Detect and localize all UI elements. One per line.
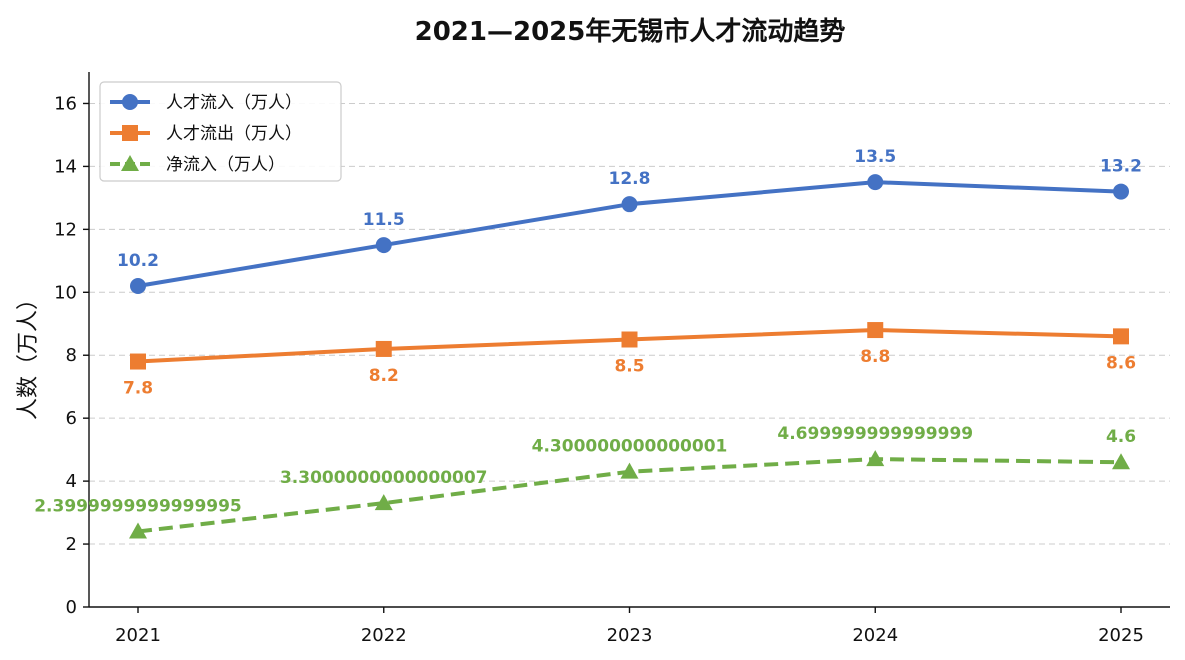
data-label: 4.6 — [1106, 427, 1136, 447]
legend-marker — [122, 125, 138, 141]
data-point — [867, 322, 884, 339]
legend-marker — [121, 155, 139, 171]
series-layer: 10.2 11.5 12.8 13.5 13.2 7.8 8.2 8.5 8.8 8.6 2.399… — [34, 147, 1142, 539]
y-tick-label: 6 — [66, 408, 77, 429]
data-point — [620, 462, 639, 479]
data-point — [1112, 453, 1130, 470]
data-label: 12.8 — [609, 169, 651, 189]
legend-item: 人才流出（万人） — [110, 124, 302, 144]
data-label: 8.5 — [614, 357, 644, 377]
y-tick-label: 8 — [66, 345, 77, 366]
legend: 人才流入（万人） 人才流出（万人） 净流入（万人） — [99, 81, 342, 182]
data-point — [374, 494, 393, 511]
data-point — [375, 340, 392, 357]
legend-label: 人才流入（万人） — [166, 93, 302, 113]
data-label: 7.8 — [123, 379, 153, 399]
data-label: 3.3000000000000007 — [280, 468, 488, 488]
data-label: 13.5 — [854, 147, 896, 167]
data-label: 11.5 — [363, 210, 405, 230]
x-tick-label: 2025 — [1098, 625, 1144, 646]
data-label: 10.2 — [117, 251, 159, 271]
data-point — [130, 353, 146, 370]
data-label: 2.3999999999999995 — [34, 496, 242, 516]
x-tick-label: 2021 — [115, 625, 161, 646]
legend-label: 人才流出（万人） — [166, 124, 302, 144]
y-tick-label: 16 — [54, 93, 77, 114]
chart-title: 2021—2025年无锡市人才流动趋势 — [415, 16, 846, 47]
data-point — [621, 196, 638, 213]
x-tick-label: 2024 — [852, 625, 898, 646]
axes-layer: 0 2 4 6 8 10 12 14 16 2021 2022 2023 2024 2025 — [54, 72, 1170, 646]
data-point — [866, 450, 885, 467]
y-tick-label: 2 — [66, 534, 77, 555]
y-tick-label: 12 — [54, 219, 77, 240]
data-point — [1113, 328, 1129, 345]
series-2: 7.8 8.2 8.5 8.8 8.6 — [123, 322, 1136, 399]
data-point — [129, 522, 147, 539]
y-axis-label: 人数（万人） — [16, 288, 41, 420]
y-tick-label: 10 — [54, 282, 77, 303]
data-point — [1113, 183, 1129, 200]
data-label: 4.300000000000001 — [532, 437, 728, 457]
legend-item: 人才流入（万人） — [110, 93, 302, 113]
y-tick-label: 0 — [66, 597, 77, 618]
data-point — [130, 278, 146, 294]
series-3: 2.3999999999999995 3.3000000000000007 4.30… — [34, 424, 1136, 539]
data-point — [867, 174, 884, 191]
data-label: 8.8 — [860, 347, 890, 367]
data-label: 8.6 — [1106, 353, 1136, 373]
x-tick-label: 2022 — [361, 625, 407, 646]
legend-marker — [122, 94, 138, 110]
legend-label: 净流入（万人） — [166, 155, 285, 175]
legend-item: 净流入（万人） — [110, 155, 285, 175]
data-point — [621, 331, 638, 348]
y-tick-label: 14 — [54, 156, 77, 177]
legend-frame — [99, 81, 342, 182]
data-label: 8.2 — [369, 366, 399, 386]
series-1: 10.2 11.5 12.8 13.5 13.2 — [117, 147, 1142, 294]
data-label: 4.699999999999999 — [777, 424, 973, 444]
x-tick-label: 2023 — [607, 625, 653, 646]
y-tick-label: 4 — [66, 471, 77, 492]
data-point — [375, 237, 392, 254]
data-label: 13.2 — [1100, 157, 1142, 177]
